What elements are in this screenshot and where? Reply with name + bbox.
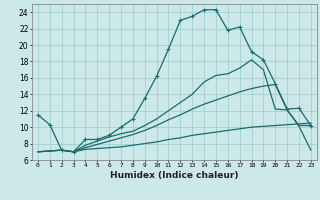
- X-axis label: Humidex (Indice chaleur): Humidex (Indice chaleur): [110, 171, 239, 180]
